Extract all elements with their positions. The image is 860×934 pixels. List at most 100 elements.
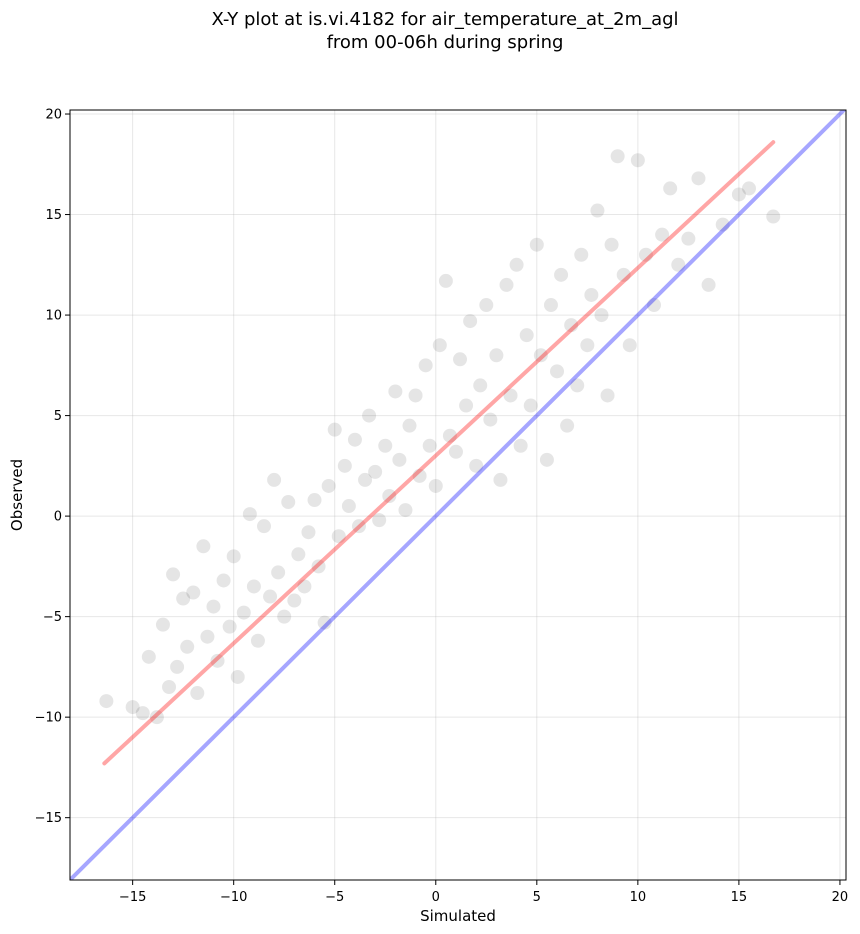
scatter-point bbox=[715, 217, 730, 232]
scatter-point bbox=[149, 710, 164, 725]
scatter-point bbox=[483, 412, 498, 427]
scatter-point bbox=[341, 499, 356, 514]
scatter-point bbox=[311, 559, 326, 574]
scatter-point bbox=[180, 639, 195, 654]
scatter-point bbox=[681, 231, 696, 246]
y-tick-label: 10 bbox=[45, 309, 62, 324]
scatter-point bbox=[287, 593, 302, 608]
scatter-point bbox=[691, 171, 706, 186]
scatter-point bbox=[291, 547, 306, 562]
scatter-point bbox=[226, 549, 241, 564]
chart-subtitle: from 00-06h during spring bbox=[327, 32, 564, 53]
scatter-point bbox=[99, 694, 114, 709]
scatter-point bbox=[135, 706, 150, 721]
identity-line bbox=[70, 110, 846, 880]
x-axis-ticks: −15 −10 −5 0 5 10 15 20 bbox=[119, 880, 848, 905]
scatter-point bbox=[200, 629, 215, 644]
y-axis-label: Observed bbox=[8, 459, 26, 531]
scatter-point bbox=[493, 472, 508, 487]
y-axis-ticks: −15 −10 −5 0 5 10 15 20 bbox=[35, 108, 70, 826]
y-tick-label: 20 bbox=[45, 108, 62, 123]
scatter-point bbox=[222, 619, 237, 634]
scatter-point bbox=[473, 378, 488, 393]
scatter-point bbox=[622, 338, 637, 353]
scatter-point bbox=[539, 452, 554, 467]
scatter-point bbox=[351, 519, 366, 534]
scatter-point bbox=[125, 700, 140, 715]
scatter-point bbox=[453, 352, 468, 367]
scatter-point bbox=[422, 438, 437, 453]
scatter-point bbox=[489, 348, 504, 363]
scatter-point bbox=[176, 591, 191, 606]
scatter-point bbox=[503, 388, 518, 403]
scatter-point bbox=[701, 277, 716, 292]
scatter-point bbox=[358, 472, 373, 487]
scatter-point bbox=[141, 649, 156, 664]
y-tick-label: −10 bbox=[35, 711, 62, 726]
scatter-point bbox=[459, 398, 474, 413]
x-tick-label: 5 bbox=[533, 890, 541, 905]
y-tick-label: 0 bbox=[54, 510, 62, 525]
scatter-point bbox=[564, 318, 579, 333]
scatter-point bbox=[655, 227, 670, 242]
y-tick-label: 15 bbox=[45, 208, 62, 223]
y-tick-label: −5 bbox=[43, 610, 62, 625]
scatter-point bbox=[570, 378, 585, 393]
scatter-point bbox=[398, 503, 413, 518]
scatter-point bbox=[236, 605, 251, 620]
scatter-point bbox=[594, 308, 609, 323]
scatter-point bbox=[554, 267, 569, 282]
scatter-point bbox=[155, 617, 170, 632]
scatter-point bbox=[250, 633, 265, 648]
scatter-point bbox=[372, 513, 387, 528]
scatter-point bbox=[216, 573, 231, 588]
scatter-point bbox=[671, 257, 686, 272]
scatter-point bbox=[428, 478, 443, 493]
regression-line bbox=[102, 140, 776, 766]
scatter-point bbox=[230, 669, 245, 684]
scatter-point bbox=[479, 298, 494, 313]
scatter-point bbox=[347, 432, 362, 447]
scatter-point bbox=[388, 384, 403, 399]
scatter-point bbox=[382, 489, 397, 504]
scatter-point bbox=[630, 153, 645, 168]
scatter-point bbox=[638, 247, 653, 262]
scatter-point bbox=[616, 267, 631, 282]
scatter-point bbox=[186, 585, 201, 600]
scatter-point bbox=[469, 458, 484, 473]
scatter-point bbox=[392, 452, 407, 467]
scatter-point bbox=[263, 589, 278, 604]
scatter-point bbox=[513, 438, 528, 453]
scatter-point bbox=[271, 565, 286, 580]
scatter-point bbox=[550, 364, 565, 379]
scatter-point bbox=[331, 529, 346, 544]
x-tick-label: −10 bbox=[220, 890, 247, 905]
y-tick-label: −15 bbox=[35, 811, 62, 826]
scatter-point bbox=[584, 287, 599, 302]
scatter-point bbox=[246, 579, 261, 594]
scatter-point bbox=[402, 418, 417, 433]
grid-lines bbox=[70, 110, 846, 880]
scatter-point bbox=[463, 314, 478, 329]
x-tick-label: −5 bbox=[325, 890, 344, 905]
scatter-point bbox=[610, 149, 625, 164]
scatter-point bbox=[321, 478, 336, 493]
scatter-point bbox=[448, 444, 463, 459]
scatter-point bbox=[317, 615, 332, 630]
scatter-point bbox=[210, 653, 225, 668]
scatter-point bbox=[574, 247, 589, 262]
scatter-point bbox=[368, 464, 383, 479]
scatter-point bbox=[600, 388, 615, 403]
scatter-point bbox=[560, 418, 575, 433]
scatter-point bbox=[543, 298, 558, 313]
scatter-point bbox=[408, 388, 423, 403]
scatter-point bbox=[166, 567, 181, 582]
chart-title: X-Y plot at is.vi.4182 for air_temperatu… bbox=[211, 9, 678, 30]
scatter-point bbox=[190, 686, 205, 701]
reference-lines bbox=[70, 110, 846, 880]
x-tick-label: 10 bbox=[630, 890, 647, 905]
scatter-point bbox=[242, 507, 257, 522]
y-tick-label: 5 bbox=[54, 409, 62, 424]
scatter-point bbox=[731, 187, 746, 202]
